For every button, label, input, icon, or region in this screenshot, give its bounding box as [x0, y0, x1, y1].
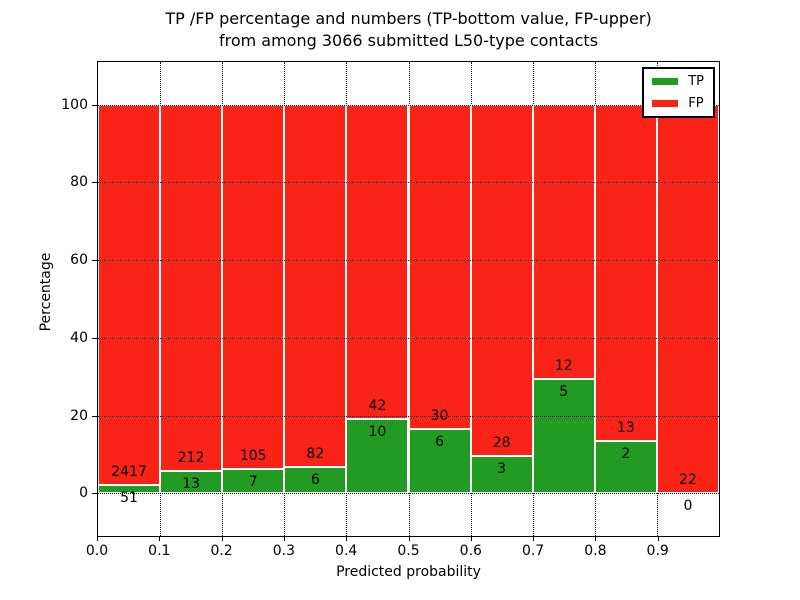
chart-title-line1: TP /FP percentage and numbers (TP-bottom… [165, 9, 652, 28]
tp-bar [222, 468, 285, 494]
horizontal-gridline [98, 337, 719, 339]
fp-count-label: 22 [679, 472, 697, 489]
x-tick-mark [283, 537, 285, 541]
tp-bar [160, 470, 223, 494]
fp-count-label: 12 [554, 357, 573, 374]
y-tick-label: 20 [70, 407, 88, 424]
fp-bar [408, 104, 471, 429]
legend-item-fp: FP [652, 97, 704, 110]
chart-title-line2: from among 3066 submitted L50-type conta… [218, 31, 599, 50]
x-tick-mark [595, 537, 597, 541]
x-tick-mark [408, 537, 410, 541]
tp-legend-swatch [652, 78, 679, 85]
x-tick-mark [470, 537, 472, 541]
tp-count-label: 3 [497, 460, 507, 477]
x-axis-label: Predicted probability [336, 564, 481, 580]
x-tick-label: 0.5 [397, 543, 420, 559]
tp-bar [408, 428, 471, 494]
x-tick-label: 0.0 [85, 543, 109, 559]
fp-bar [532, 104, 595, 379]
plot-area: TP FP 2417 51 212 13 105 7 82 6 42 10 30 6 28 3 12 5 13 2… [97, 61, 720, 537]
horizontal-gridline [98, 104, 719, 106]
fp-legend-label: FP [688, 96, 704, 111]
fp-bar [160, 104, 223, 471]
fp-bar [656, 104, 719, 494]
y-tick-mark [92, 415, 97, 417]
tp-count-label: 51 [120, 490, 138, 507]
fp-bar [594, 104, 657, 442]
tp-bar [98, 485, 161, 494]
x-tick-label: 0.2 [210, 543, 233, 559]
tp-count-label: 7 [248, 473, 258, 490]
fp-count-label: 82 [306, 445, 325, 462]
x-tick-mark [657, 537, 659, 541]
y-tick-mark [92, 260, 97, 262]
x-tick-mark [533, 537, 535, 541]
legend-item-tp: TP [652, 75, 704, 88]
x-tick-mark [97, 537, 98, 541]
tp-count-label: 6 [310, 471, 320, 488]
y-tick-label: 0 [79, 485, 88, 502]
x-tick-label: 0.8 [584, 543, 607, 559]
y-tick-label: 40 [70, 329, 88, 346]
x-tick-label: 0.3 [272, 543, 296, 559]
y-tick-label: 100 [61, 96, 88, 113]
y-tick-mark [92, 493, 97, 495]
x-tick-label: 0.4 [335, 543, 358, 559]
fp-count-label: 13 [616, 420, 635, 437]
fp-legend-swatch [652, 100, 679, 107]
x-tick-mark [221, 537, 223, 541]
fp-count-label: 2417 [111, 464, 147, 481]
chart-title: TP /FP percentage and numbers (TP-bottom… [97, 8, 720, 52]
tp-count-label: 2 [621, 446, 631, 463]
fp-bar [346, 104, 409, 419]
y-tick-mark [92, 104, 97, 106]
tp-count-label: 6 [435, 433, 444, 450]
y-tick-mark [92, 182, 97, 184]
x-tick-label: 0.6 [459, 543, 482, 559]
x-tick-mark [346, 537, 348, 541]
tp-count-label: 0 [683, 498, 693, 515]
x-tick-label: 0.7 [521, 543, 545, 559]
tp-count-label: 10 [368, 423, 387, 440]
tp-bar [594, 441, 657, 494]
horizontal-gridline [98, 260, 719, 262]
tp-bar [532, 378, 595, 494]
tp-count-label: 13 [182, 475, 201, 492]
horizontal-gridline [98, 493, 719, 495]
tp-bar [346, 418, 409, 494]
fp-bar [284, 104, 347, 467]
horizontal-gridline [98, 182, 719, 184]
y-tick-label: 80 [70, 174, 88, 191]
tp-bar [470, 455, 533, 494]
legend: TP FP [642, 67, 715, 118]
fp-bar [222, 104, 285, 469]
tp-count-label: 5 [559, 383, 569, 400]
x-tick-label: 0.1 [148, 543, 171, 559]
fp-bar [98, 104, 161, 486]
fp-bar [470, 104, 533, 456]
x-tick-label: 0.9 [646, 543, 669, 559]
tp-legend-label: TP [688, 74, 704, 89]
tp-bar [284, 466, 347, 494]
y-tick-mark [92, 337, 97, 339]
horizontal-gridline [98, 415, 719, 417]
fp-count-label: 30 [430, 407, 449, 424]
fp-count-label: 28 [492, 434, 511, 451]
y-tick-label: 60 [70, 252, 88, 269]
fp-count-label: 42 [368, 397, 387, 414]
fp-count-label: 212 [177, 449, 205, 466]
x-tick-mark [159, 537, 161, 541]
fp-count-label: 105 [239, 447, 267, 464]
